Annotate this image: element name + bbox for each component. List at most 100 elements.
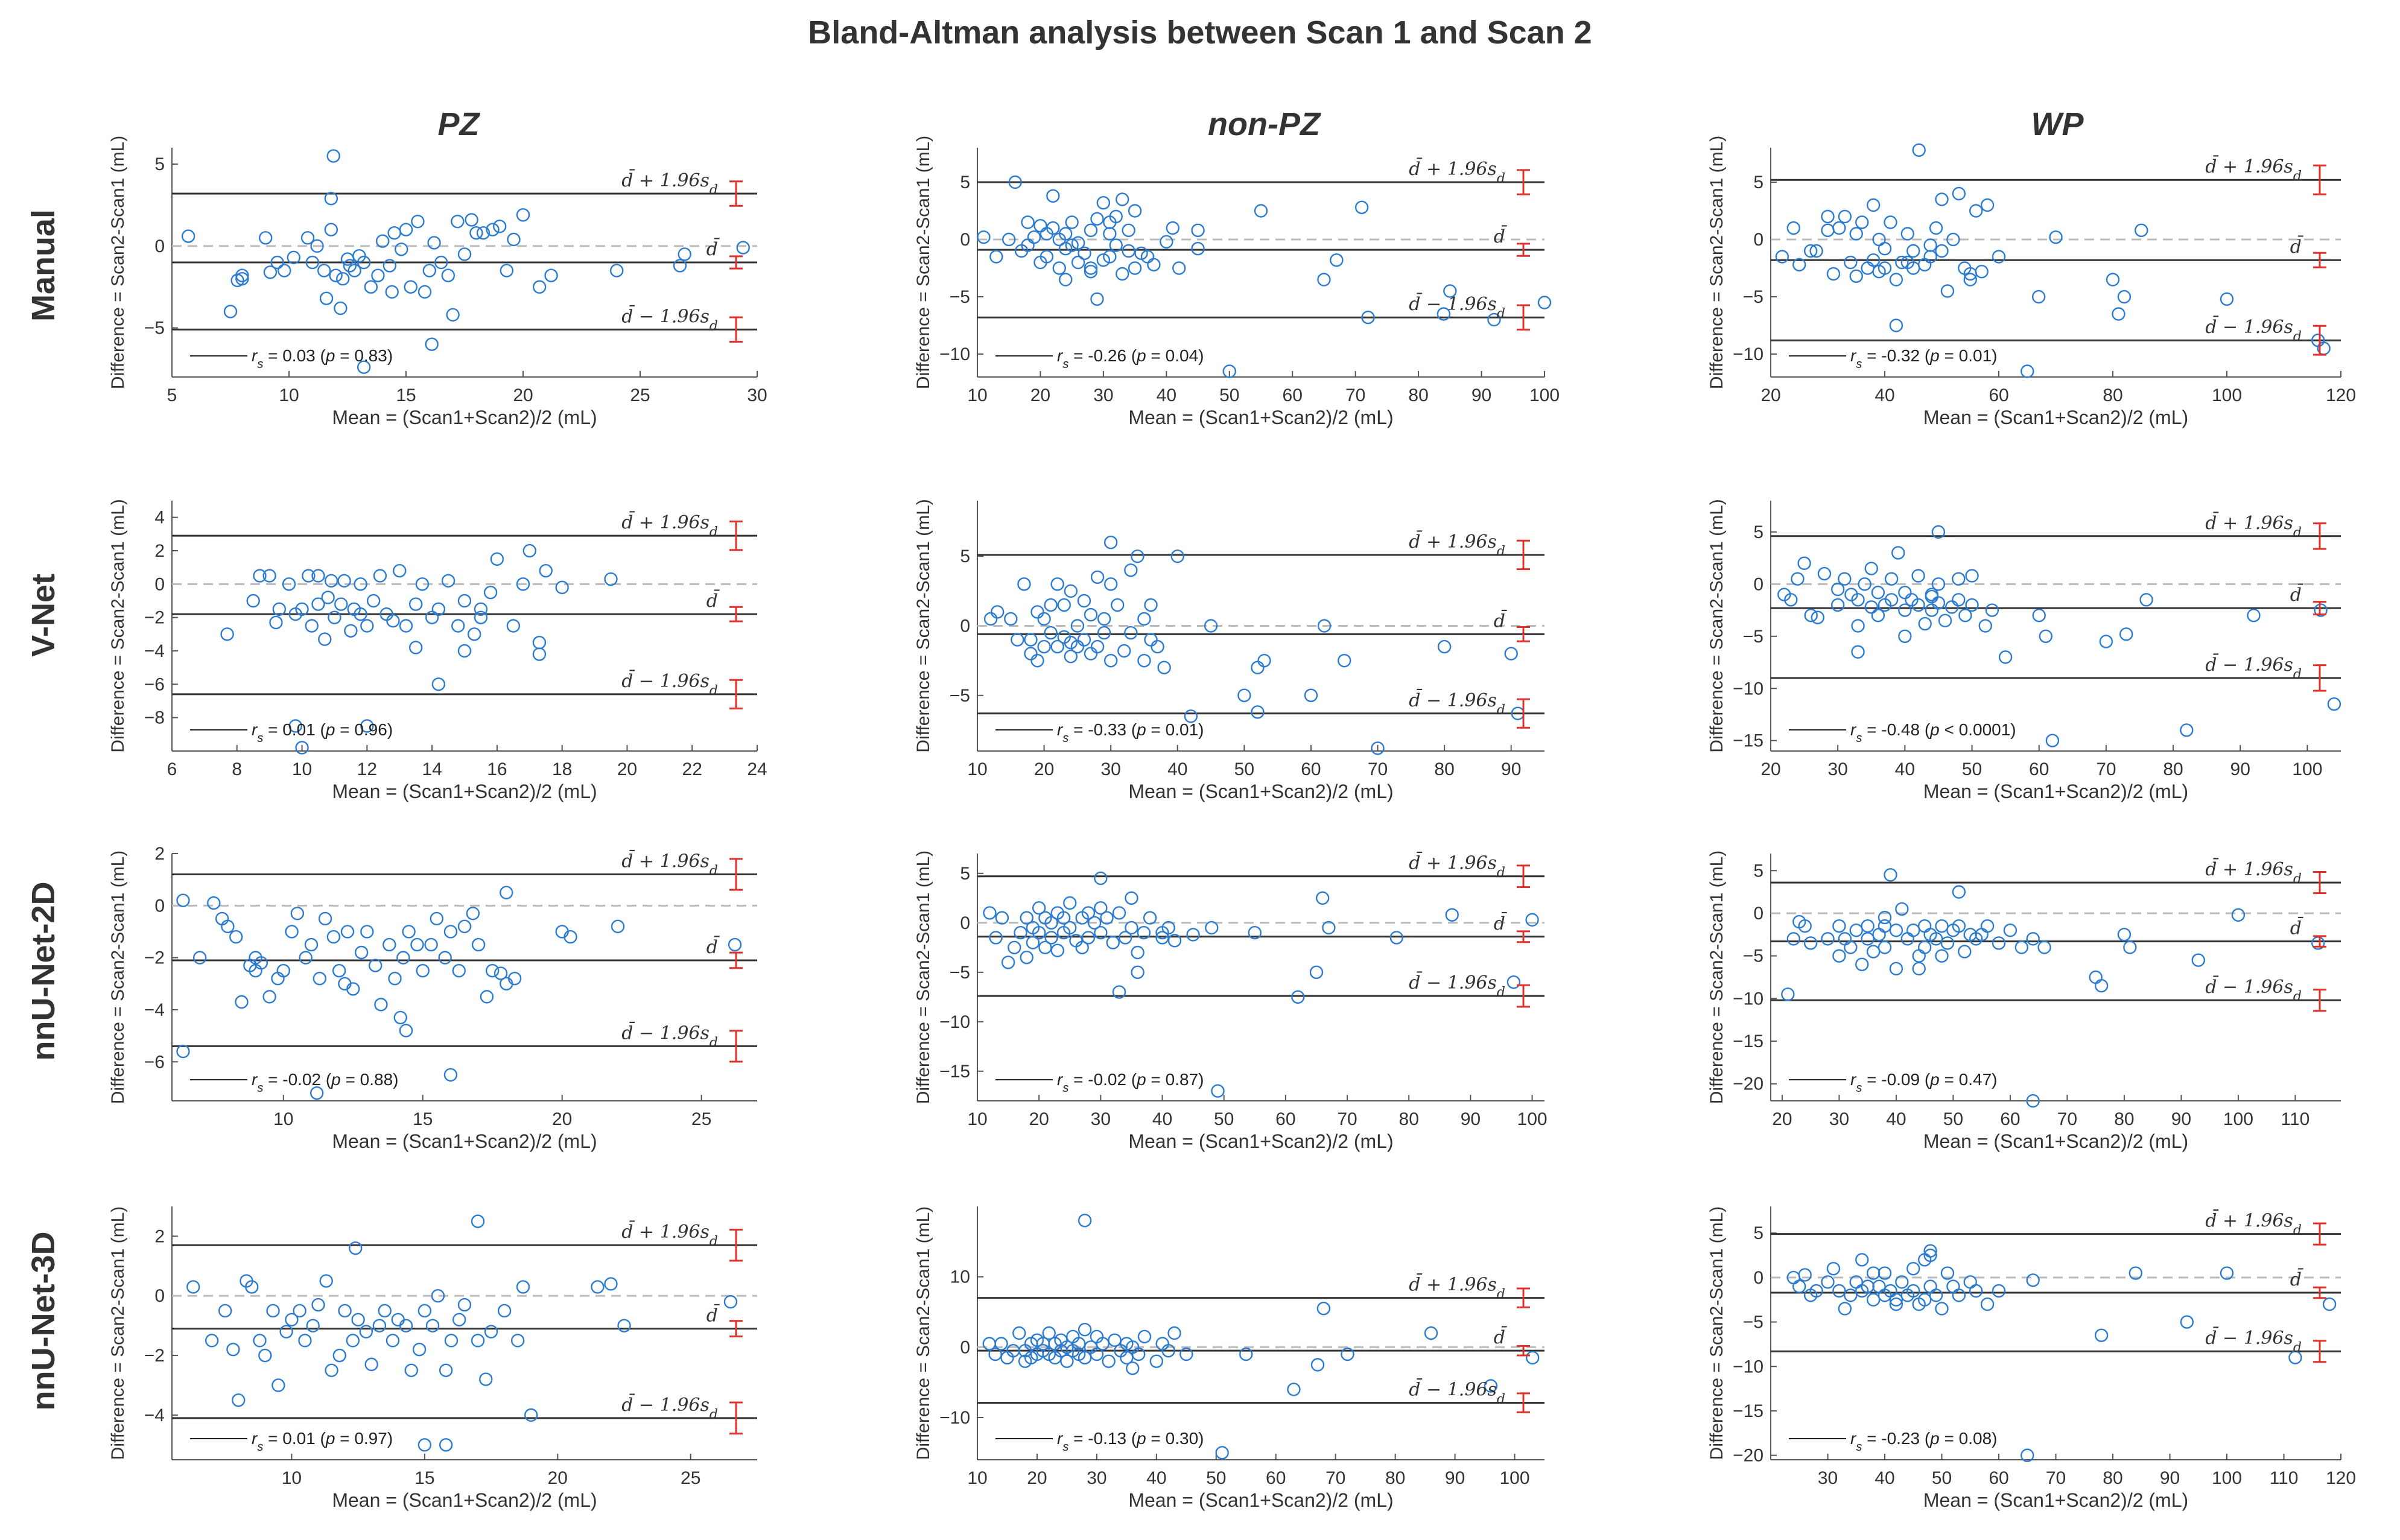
- x-tick-label: 60: [1989, 385, 2008, 405]
- lower-loa-ci-errorbar: [1517, 984, 1530, 1008]
- x-tick-label: 20: [1027, 1468, 1047, 1488]
- data-point: [480, 990, 494, 1004]
- x-tick-label: 10: [279, 385, 299, 405]
- data-point: [354, 577, 367, 591]
- data-point: [324, 191, 338, 206]
- data-point: [393, 564, 407, 578]
- data-point: [1014, 925, 1027, 940]
- data-point: [510, 1334, 525, 1348]
- data-point: [1878, 940, 1892, 954]
- data-point: [1096, 1337, 1110, 1351]
- data-point: [305, 255, 319, 270]
- data-point: [1131, 965, 1144, 980]
- data-point: [404, 280, 417, 294]
- data-point: [425, 1319, 440, 1332]
- data-point: [1797, 556, 1811, 570]
- data-point: [1070, 619, 1085, 633]
- data-point: [1832, 1284, 1846, 1298]
- data-point: [2026, 932, 2040, 946]
- data-point: [1157, 661, 1171, 674]
- data-point: [2220, 292, 2234, 306]
- data-point: [591, 1280, 605, 1294]
- data-point: [332, 964, 346, 978]
- data-point: [1445, 908, 1459, 922]
- data-point: [1042, 1326, 1056, 1340]
- data-point: [1861, 932, 1875, 946]
- y-tick-label: 0: [1753, 1268, 1763, 1288]
- data-point: [1952, 1288, 1966, 1302]
- y-axis-label: Difference = Scan2-Scan1 (mL): [913, 1206, 933, 1460]
- data-point: [1871, 585, 1885, 600]
- upper-loa-ci-errorbar: [729, 180, 743, 207]
- data-point: [205, 1334, 219, 1348]
- data-point: [1895, 1275, 1909, 1289]
- data-point: [1443, 284, 1457, 298]
- data-point: [1032, 925, 1046, 940]
- data-point: [1094, 901, 1108, 915]
- y-tick-label: −5: [1743, 627, 1763, 647]
- data-point: [2106, 273, 2120, 287]
- data-point: [1980, 198, 1995, 212]
- column-heading-non-pz: non-PZ: [1208, 106, 1321, 142]
- data-point: [457, 594, 472, 608]
- data-point: [736, 241, 750, 255]
- mean-ci-errorbar: [729, 951, 743, 969]
- y-tick-label: 0: [154, 896, 165, 916]
- x-tick-label: 90: [1461, 1109, 1481, 1129]
- data-point: [235, 268, 249, 282]
- y-tick-label: 4: [154, 508, 165, 528]
- row-label-nnu-net-2d: nnU-Net-2D: [25, 882, 62, 1061]
- data-point: [1864, 600, 1878, 614]
- data-point: [1059, 227, 1073, 241]
- data-point: [311, 569, 325, 583]
- y-tick-label: −2: [144, 608, 165, 628]
- data-point: [1032, 901, 1046, 915]
- data-point: [1889, 273, 1903, 287]
- x-tick-label: 40: [1875, 385, 1894, 405]
- x-tick-label: 25: [630, 385, 650, 405]
- data-point: [417, 285, 432, 299]
- data-point: [1147, 258, 1161, 271]
- x-tick-label: 100: [2223, 1109, 2253, 1129]
- x-tick-label: 10: [273, 1109, 293, 1129]
- data-point: [977, 230, 991, 244]
- mean-difference-annotation: d̄: [706, 935, 720, 958]
- data-point: [1222, 364, 1236, 378]
- data-point: [507, 971, 522, 986]
- data-point: [484, 1325, 498, 1339]
- data-point: [1191, 223, 1205, 237]
- data-point: [373, 569, 387, 583]
- data-point: [1858, 577, 1871, 591]
- x-tick-label: 30: [747, 385, 767, 405]
- x-tick-label: 50: [1206, 1468, 1226, 1488]
- mean-difference-annotation: d̄: [1494, 911, 1507, 934]
- data-point: [1830, 582, 1845, 597]
- x-tick-label: 60: [1275, 1109, 1295, 1129]
- data-point: [2327, 697, 2341, 711]
- data-point: [617, 1319, 631, 1332]
- data-point: [1131, 550, 1144, 563]
- data-point: [1011, 633, 1024, 647]
- data-point: [1889, 962, 1903, 976]
- data-point: [1844, 1288, 1858, 1302]
- data-point: [226, 1342, 240, 1357]
- x-tick-label: 40: [1146, 1468, 1166, 1488]
- data-point: [1898, 603, 1912, 617]
- data-point: [443, 925, 458, 939]
- x-tick-label: 80: [2114, 1109, 2134, 1129]
- y-tick-label: 0: [960, 616, 970, 636]
- data-point: [1128, 204, 1142, 218]
- data-point: [1526, 1351, 1540, 1365]
- lower-loa-ci-errorbar: [2313, 325, 2326, 356]
- x-tick-label: 50: [1962, 759, 1982, 779]
- data-point: [1012, 1326, 1026, 1340]
- panel-manual-non-pz: 10 20 30 40 50 60 70 80 90 100 −10 −5 0 5 Mean = (Scan…: [913, 136, 1560, 428]
- data-point: [338, 977, 352, 990]
- data-point: [1038, 940, 1052, 955]
- x-tick-label: 15: [413, 1109, 433, 1129]
- data-point: [1144, 598, 1158, 612]
- data-point: [1792, 1279, 1806, 1293]
- data-point: [467, 627, 481, 641]
- data-point: [343, 259, 357, 273]
- data-point: [334, 301, 348, 315]
